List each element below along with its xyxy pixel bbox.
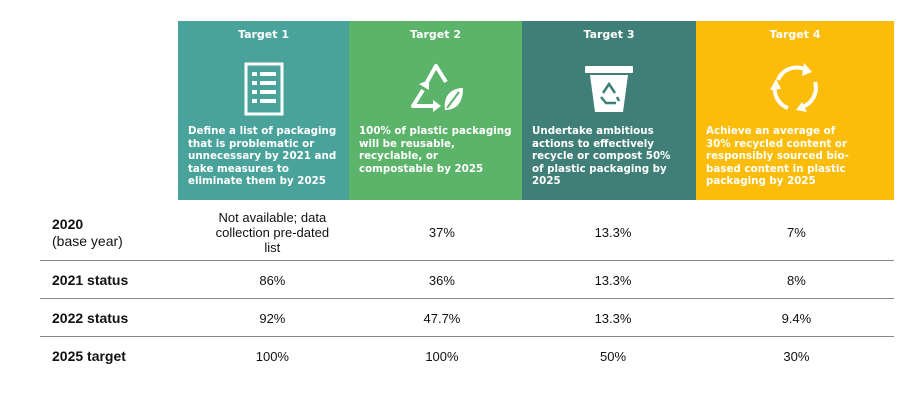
row-label: 2025 target — [52, 347, 126, 364]
table-cell: 100% — [255, 348, 289, 364]
target-description: 100% of plastic packaging will be reusabl… — [359, 125, 512, 175]
target-title: Target 4 — [769, 28, 821, 41]
table-cell: 36% — [428, 272, 455, 288]
table-cell: Not available; data collection pre-dated l… — [215, 210, 330, 255]
table-cell: 92% — [259, 310, 286, 326]
table-cell: 13.3% — [594, 310, 632, 326]
target-title: Target 2 — [409, 28, 461, 41]
table-cell: 13.3% — [594, 225, 632, 240]
target-card-3: Target 3 Undertake ambitious actions to e… — [522, 21, 696, 200]
table-row: 2021 status 86% 36% 13.3% 8% — [40, 261, 894, 299]
target-card-2: Target 2 100% of plastic packaging will b… — [349, 21, 522, 200]
table-cell: 50% — [599, 348, 627, 364]
target-description: Define a list of packaging that is proble… — [188, 125, 337, 187]
target-title: Target 1 — [237, 28, 289, 41]
table-cell: 86% — [259, 272, 286, 288]
targets-header: Target 1 Define a list of packaging that … — [178, 21, 894, 200]
row-divider — [40, 336, 894, 337]
table-cell: 100% — [425, 348, 459, 364]
table-cell: 37% — [428, 225, 455, 240]
target-card-4: Target 4 Achieve an average of 30% recycl… — [696, 21, 894, 200]
recycle-leaf-icon — [401, 57, 471, 121]
checklist-icon — [229, 57, 299, 121]
target-description: Undertake ambitious actions to effectivel… — [532, 125, 671, 187]
row-divider — [40, 298, 894, 299]
table-cell: 30% — [783, 348, 810, 364]
table-row: 2020 (base year) Not available; data colle… — [40, 204, 894, 261]
row-label: 2021 status — [52, 271, 129, 288]
table-row: 2025 target 100% 100% 50% 30% — [40, 337, 894, 375]
row-divider — [40, 260, 894, 261]
row-label: 2022 status — [52, 309, 129, 326]
row-label: 2020 (base year) — [52, 215, 123, 249]
table-cell: 9.4% — [781, 310, 812, 326]
status-table: 2020 (base year) Not available; data colle… — [40, 204, 894, 375]
table-cell: 8% — [786, 272, 806, 288]
table-row: 2022 status 92% 47.7% 13.3% 9.4% — [40, 299, 894, 337]
table-cell: 7% — [786, 225, 806, 240]
recycle-bin-icon — [574, 57, 644, 121]
table-cell: 47.7% — [423, 310, 461, 326]
target-title: Target 3 — [583, 28, 635, 41]
target-card-1: Target 1 Define a list of packaging that … — [178, 21, 349, 200]
target-description: Achieve an average of 30% recycled conten… — [706, 125, 849, 187]
table-cell: 13.3% — [594, 272, 632, 288]
recycle-arrows-icon — [760, 57, 830, 121]
